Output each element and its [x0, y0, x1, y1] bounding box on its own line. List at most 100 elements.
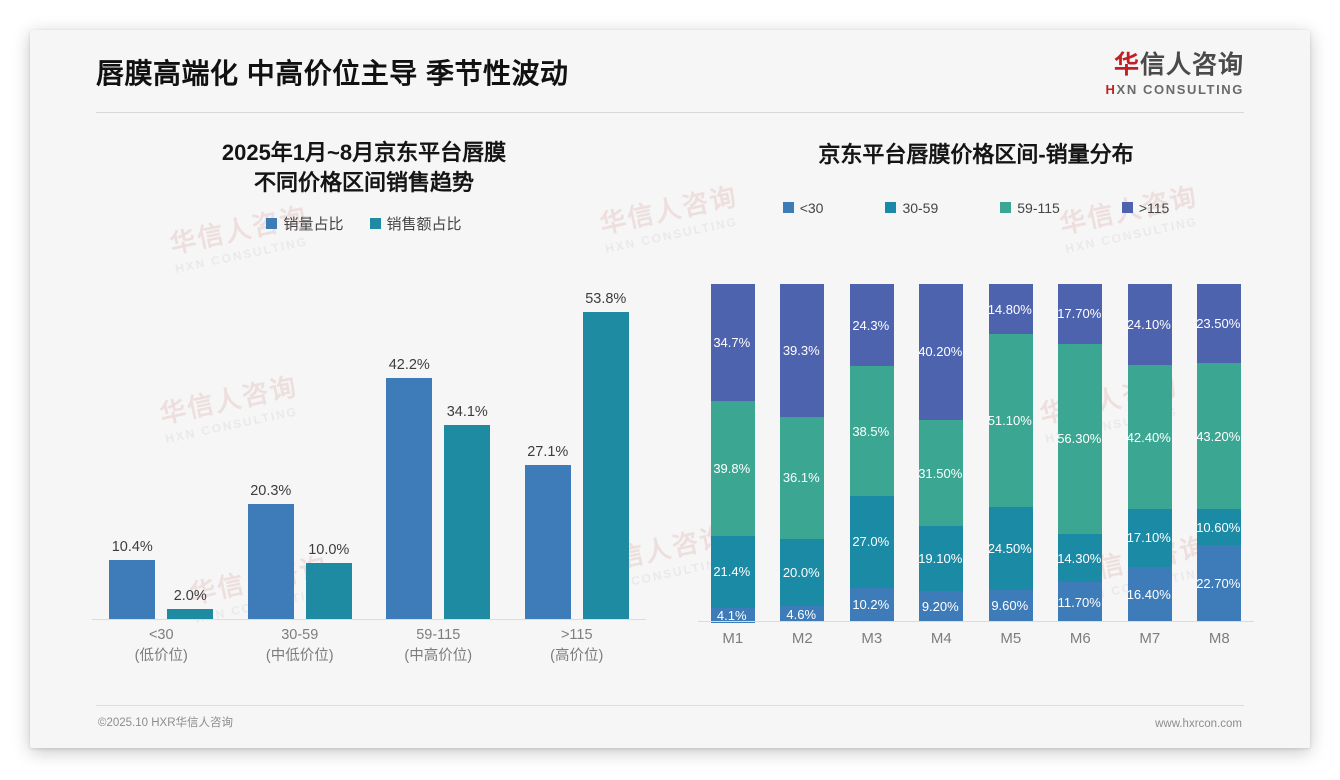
- right-chart-panel: 京东平台唇膜价格区间-销量分布 <30 30-59 59-115 >115 34.7%…: [676, 126, 1276, 706]
- legend-item[interactable]: 30-59: [885, 200, 938, 216]
- segment-value-label: 24.50%: [987, 540, 1032, 556]
- bar-value-label: 34.1%: [446, 403, 488, 420]
- footer-copyright: ©2025.10 HXR华信人咨询: [98, 717, 234, 729]
- stacked-bar-segment: 14.30%: [1057, 534, 1103, 583]
- stacked-bar: 40.20% 31.50% 19.10% 9.20%: [918, 284, 964, 622]
- slide-canvas: 华信人咨询 HXN CONSULTING 华信人咨询 HXN CONSULTIN…: [30, 30, 1310, 748]
- bar-column[interactable]: 53.8%: [582, 276, 629, 620]
- bar-column[interactable]: 2.0%: [167, 276, 214, 620]
- segment-value-label: 17.70%: [1057, 306, 1102, 322]
- stacked-bar-segment: 17.10%: [1126, 508, 1172, 567]
- segment-value-label: 20.0%: [782, 565, 820, 581]
- legend-swatch-icon: [1000, 202, 1012, 214]
- footer-website: www.hxrcon.com: [1155, 718, 1242, 730]
- stacked-bar-column[interactable]: 24.10% 42.40% 17.10% 16.40%: [1115, 284, 1185, 622]
- stacked-bar-segment: 9.60%: [988, 589, 1033, 622]
- legend-swatch-icon: [782, 202, 794, 214]
- legend-label: 59-115: [1017, 199, 1060, 216]
- stacked-bar: 17.70% 56.30% 14.30% 11.70%: [1057, 284, 1103, 622]
- left-chart-title-line1: 2025年1月~8月京东平台唇膜: [221, 140, 507, 165]
- stacked-bar-segment: 39.3%: [780, 284, 825, 417]
- legend-item[interactable]: 销量占比: [266, 213, 344, 234]
- stacked-bar-segment: 51.10%: [988, 334, 1033, 507]
- stacked-bar-segment: 4.1%: [710, 608, 755, 624]
- x-axis-line: [92, 619, 646, 620]
- bar: [386, 378, 433, 620]
- stacked-bar-segment: 14.80%: [987, 284, 1033, 335]
- stacked-bar-segment: 39.8%: [710, 401, 755, 536]
- segment-value-label: 4.6%: [786, 606, 817, 622]
- stacked-bar-segment: 16.40%: [1126, 566, 1172, 622]
- segment-value-label: 24.10%: [1126, 317, 1171, 333]
- stacked-bar-segment: 17.70%: [1057, 284, 1103, 344]
- legend-swatch-icon: [885, 202, 897, 214]
- logo-cn-first-char: 华: [1113, 51, 1140, 79]
- x-axis-tick: M1: [722, 630, 744, 647]
- bar-column[interactable]: 10.0%: [305, 276, 352, 620]
- bar-value-label: 27.1%: [527, 443, 569, 460]
- bar-column[interactable]: 27.1%: [524, 276, 571, 620]
- bar-group: 27.1% 53.8%: [508, 276, 647, 620]
- stacked-bar: 24.10% 42.40% 17.10% 16.40%: [1126, 284, 1172, 622]
- stacked-bar-segment: 20.0%: [780, 538, 825, 607]
- segment-value-label: 11.70%: [1057, 594, 1101, 610]
- segment-value-label: 56.30%: [1057, 431, 1102, 447]
- segment-value-label: 39.8%: [713, 461, 751, 477]
- stacked-bar-segment: 11.70%: [1057, 582, 1103, 622]
- segment-value-label: 43.20%: [1196, 428, 1241, 444]
- logo-english-text: HXN CONSULTING: [1106, 82, 1244, 97]
- company-logo: 华信人咨询 HXN CONSULTING: [1106, 51, 1244, 97]
- stacked-bar-segment: 34.7%: [710, 284, 755, 402]
- footer-divider: [96, 705, 1244, 706]
- x-axis-tick-main: >115: [560, 627, 593, 643]
- bar-column[interactable]: 10.4%: [109, 276, 156, 620]
- grouped-bar-columns: 10.4% 2.0% 20.3% 10.0% 42.2% 34.1% 27.1% 53.8%: [92, 276, 646, 620]
- stacked-bar-segment: 24.50%: [987, 506, 1033, 590]
- segment-value-label: 14.80%: [987, 301, 1032, 317]
- stacked-bar-segment: 10.60%: [1196, 509, 1242, 546]
- stacked-bar-segment: 4.6%: [780, 606, 825, 622]
- stacked-bar-column[interactable]: 39.3% 36.1% 20.0% 4.6%: [768, 284, 838, 622]
- legend-label: 销量占比: [283, 216, 344, 234]
- x-axis-tick: M4: [930, 630, 952, 647]
- x-axis-tick: M5: [1000, 630, 1022, 647]
- x-axis-tick-sub: (低价位): [134, 648, 188, 665]
- x-axis-tick-labels: <30 (低价位) 30-59 (中低价位) 59-115 (中高价位) >115 (高价位): [92, 620, 646, 664]
- x-axis-tick: 30-59 (中低价位): [231, 620, 370, 664]
- x-axis-line: [698, 621, 1254, 622]
- stacked-bar-column[interactable]: 17.70% 56.30% 14.30% 11.70%: [1046, 284, 1116, 622]
- bar-column[interactable]: 34.1%: [444, 276, 491, 620]
- stacked-bar-column[interactable]: 24.3% 38.5% 27.0% 10.2%: [837, 284, 907, 622]
- x-axis-tick: M6: [1069, 630, 1091, 647]
- stacked-bar-column[interactable]: 40.20% 31.50% 19.10% 9.20%: [907, 284, 977, 622]
- stacked-bar-segment: 19.10%: [918, 526, 964, 591]
- stacked-bar-segment: 23.50%: [1196, 284, 1242, 364]
- x-axis-tick: M7: [1139, 630, 1161, 647]
- legend-item[interactable]: >115: [1121, 200, 1169, 216]
- stacked-bar-segment: 40.20%: [918, 284, 964, 420]
- header-divider: [96, 112, 1244, 113]
- stacked-bar-column[interactable]: 14.80% 51.10% 24.50% 9.60%: [976, 284, 1046, 622]
- legend-label: <30: [799, 199, 824, 216]
- bar-column[interactable]: 42.2%: [386, 276, 433, 620]
- legend-item[interactable]: 销售额占比: [369, 213, 462, 234]
- segment-value-label: 16.40%: [1126, 586, 1171, 602]
- logo-en-first-char: H: [1105, 81, 1117, 97]
- stacked-bar-column[interactable]: 23.50% 43.20% 10.60% 22.70%: [1185, 284, 1255, 622]
- x-axis-tick-sub: (中低价位): [265, 648, 334, 665]
- segment-value-label: 17.10%: [1126, 530, 1171, 546]
- segment-value-label: 9.60%: [991, 598, 1029, 614]
- x-axis-tick-sub: (高价位): [550, 648, 604, 665]
- bar: [247, 503, 294, 620]
- legend-item[interactable]: 59-115: [1000, 200, 1060, 216]
- bar-value-label: 2.0%: [173, 587, 207, 604]
- stacked-bar-segment: 9.20%: [919, 590, 964, 622]
- legend-item[interactable]: <30: [782, 199, 824, 216]
- x-axis-tick: M2: [791, 630, 813, 647]
- bar: [524, 464, 571, 620]
- logo-cn-rest: 信人咨询: [1139, 51, 1244, 79]
- bar-column[interactable]: 20.3%: [247, 276, 294, 620]
- stacked-bar-column[interactable]: 34.7% 39.8% 21.4% 4.1%: [698, 284, 768, 624]
- segment-value-label: 38.5%: [852, 423, 890, 439]
- stacked-bar-segment: 27.0%: [849, 496, 894, 588]
